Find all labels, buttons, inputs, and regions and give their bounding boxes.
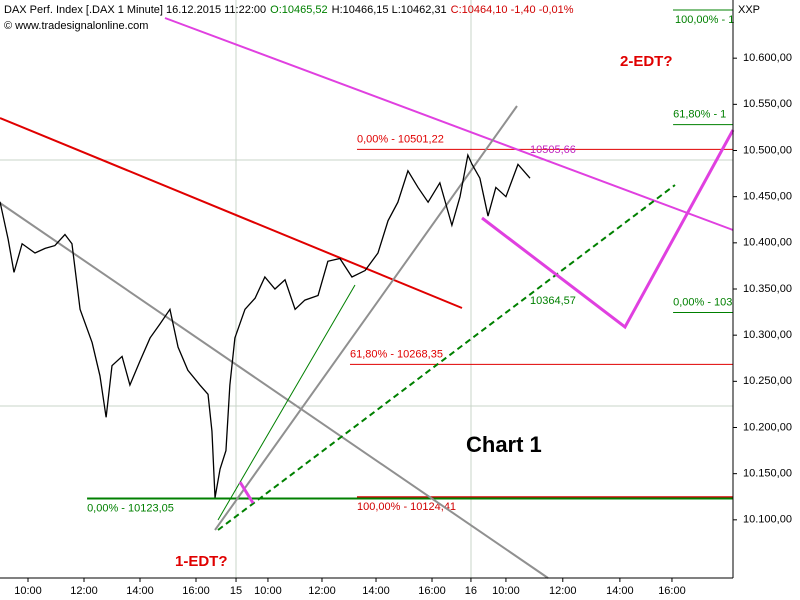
header-part: H:10466,15 L:10462,31 xyxy=(332,4,447,16)
x-tick-label: 14:00 xyxy=(126,585,154,597)
x-tick-label: 10:00 xyxy=(14,585,42,597)
x-tick-label: 14:00 xyxy=(606,585,634,597)
fib-label: 0,00% - 10123,05 xyxy=(87,502,174,514)
x-tick-label: 10:00 xyxy=(492,585,520,597)
fib-label: 0,00% - 10501,22 xyxy=(357,133,444,145)
plot-area xyxy=(0,0,733,578)
y-tick-label: 10.450,00 xyxy=(743,191,792,203)
y-tick-label: 10.100,00 xyxy=(743,514,792,526)
annotation: 10505,66 xyxy=(530,144,576,156)
x-tick-label: 15 xyxy=(230,585,242,597)
x-tick-label: 12:00 xyxy=(549,585,577,597)
y-tick-label: 10.400,00 xyxy=(743,237,792,249)
fib-label: 61,80% - 10268,35 xyxy=(350,348,443,360)
symbol: XXP xyxy=(738,4,760,16)
x-tick-label: 12:00 xyxy=(70,585,98,597)
annotation: 1-EDT? xyxy=(175,553,228,570)
y-tick-label: 10.600,00 xyxy=(743,52,792,64)
price-line xyxy=(0,152,531,498)
header-part: C:10464,10 -1,40 -0,01% xyxy=(451,4,574,16)
x-tick-label: 16 xyxy=(465,585,477,597)
x-tick-label: 14:00 xyxy=(362,585,390,597)
fib-label: 100,00% - 10124,41 xyxy=(357,501,456,513)
y-tick-label: 10.200,00 xyxy=(743,421,792,433)
copyright: © www.tradesignalonline.com xyxy=(4,20,148,32)
y-tick-label: 10.350,00 xyxy=(743,283,792,295)
header-part: O:10465,52 xyxy=(270,4,328,16)
annotation: 10364,57 xyxy=(530,295,576,307)
x-tick-label: 12:00 xyxy=(308,585,336,597)
y-tick-label: 10.550,00 xyxy=(743,98,792,110)
y-tick-label: 10.500,00 xyxy=(743,144,792,156)
x-tick-label: 10:00 xyxy=(254,585,282,597)
header: DAX Perf. Index [.DAX 1 Minute] 16.12.20… xyxy=(4,4,574,16)
fib-label: 100,00% - 1 xyxy=(675,14,734,26)
y-tick-label: 10.300,00 xyxy=(743,329,792,341)
x-tick-label: 16:00 xyxy=(658,585,686,597)
trend-line xyxy=(164,17,734,231)
projection xyxy=(238,481,255,504)
trend-line xyxy=(0,117,463,309)
trend-line xyxy=(214,105,518,531)
trend-line xyxy=(217,284,356,521)
annotation: 2-EDT? xyxy=(620,53,673,70)
fib-label: 0,00% - 103 xyxy=(673,296,732,308)
y-tick-label: 10.250,00 xyxy=(743,375,792,387)
trend-line xyxy=(217,184,676,531)
x-tick-label: 16:00 xyxy=(418,585,446,597)
x-tick-label: 16:00 xyxy=(182,585,210,597)
annotation: Chart 1 xyxy=(466,432,542,457)
fib-label: 61,80% - 1 xyxy=(673,109,726,121)
y-tick-label: 10.150,00 xyxy=(743,468,792,480)
trend-line xyxy=(0,202,549,579)
projection xyxy=(481,129,735,330)
header-part: DAX Perf. Index [.DAX 1 Minute] 16.12.20… xyxy=(4,4,266,16)
